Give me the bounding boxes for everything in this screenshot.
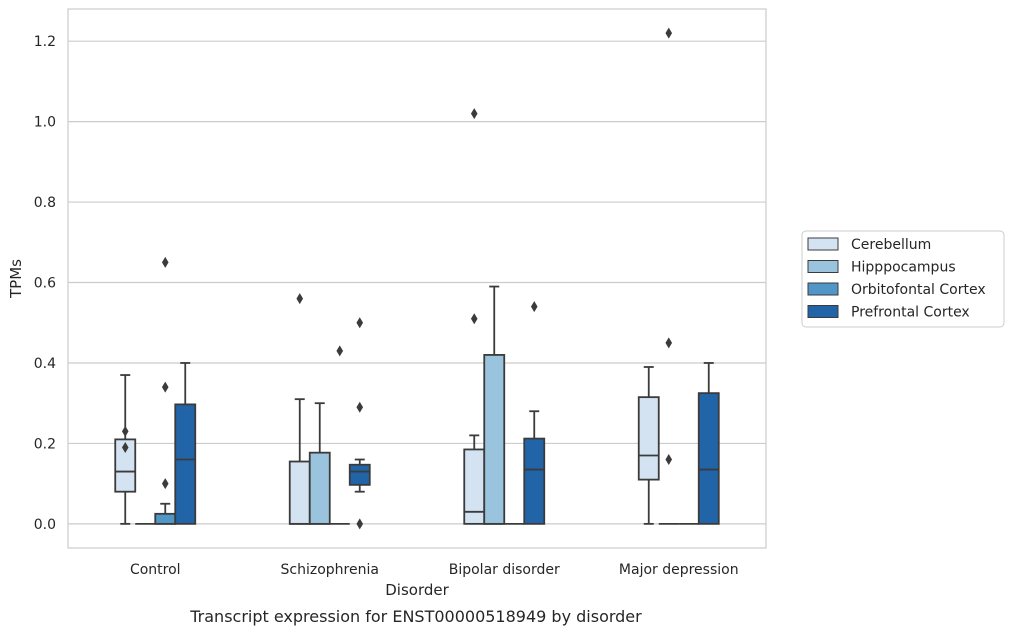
outlier-point (161, 256, 169, 268)
box-group (483, 285, 506, 525)
box (523, 437, 546, 525)
legend-label: Cerebellum (851, 237, 931, 253)
box-group (463, 108, 486, 525)
outlier-point (296, 293, 304, 305)
box (463, 448, 486, 525)
outlier-point (336, 345, 344, 357)
y-tick-label: 1.0 (34, 115, 56, 131)
box-layer (114, 27, 720, 530)
legend-label: Hipppocampus (851, 260, 956, 276)
box (697, 392, 720, 525)
box (348, 463, 371, 486)
box-group (329, 345, 350, 525)
x-tick-label: Bipolar disorder (449, 562, 560, 578)
box-group (308, 402, 331, 525)
x-axis-ticks: Control Schizophrenia Bipolar disorder Majo… (130, 562, 739, 578)
box (154, 512, 177, 525)
box (288, 460, 311, 525)
y-tick-label: 1.2 (34, 34, 56, 50)
legend-label: Prefrontal Cortex (851, 305, 970, 321)
box-group (174, 362, 197, 525)
box (114, 438, 137, 493)
y-axis-ticks: 0.0 0.2 0.4 0.6 0.8 1.0 1.2 (34, 34, 56, 533)
legend-swatch (807, 237, 839, 251)
outlier-point (161, 478, 169, 490)
chart-caption: Transcript expression for ENST0000051894… (189, 607, 642, 626)
outlier-point (356, 317, 364, 329)
outlier-point (530, 301, 538, 313)
legend-swatch (807, 282, 839, 296)
legend-swatch (807, 305, 839, 318)
outlier-point (665, 454, 673, 466)
outlier-point (665, 337, 673, 349)
outlier-point (121, 425, 129, 437)
y-tick-label: 0.8 (34, 195, 56, 211)
box-group (523, 301, 546, 525)
outlier-point (470, 108, 478, 120)
y-tick-label: 0.0 (34, 517, 56, 533)
box-group (154, 256, 177, 525)
outlier-point (356, 518, 364, 530)
box (483, 354, 506, 525)
box (174, 403, 197, 525)
y-axis-label: TPMs (7, 259, 25, 299)
box-group (348, 317, 371, 530)
outlier-point (121, 441, 129, 453)
box-group (637, 366, 660, 525)
legend: Cerebellum Hipppocampus Orbitofontal Corte… (801, 230, 1005, 328)
y-tick-label: 0.4 (34, 356, 56, 372)
x-axis-label: Disorder (385, 581, 449, 599)
box (637, 396, 660, 481)
box-group (114, 374, 137, 525)
x-tick-label: Schizophrenia (281, 562, 379, 578)
legend-swatch (807, 260, 839, 273)
outlier-point (161, 381, 169, 393)
box-group (658, 27, 679, 525)
outlier-point (665, 27, 673, 39)
outlier-point (356, 401, 364, 413)
y-tick-label: 0.2 (34, 436, 56, 452)
x-tick-label: Major depression (619, 562, 739, 578)
plot-frame (67, 8, 767, 549)
legend-label: Orbitofontal Cortex (851, 282, 986, 298)
legend-frame (801, 230, 1005, 328)
box (308, 451, 331, 525)
outlier-point (470, 313, 478, 325)
x-tick-label: Control (130, 562, 181, 578)
y-tick-label: 0.6 (34, 276, 56, 292)
box-group (697, 362, 720, 525)
